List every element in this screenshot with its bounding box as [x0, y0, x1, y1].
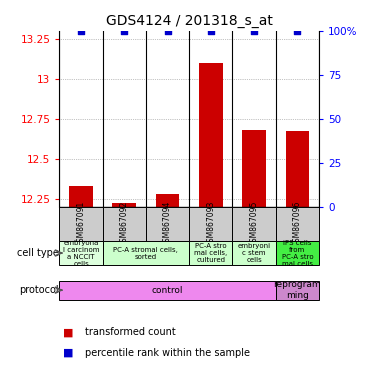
Bar [286, 131, 309, 207]
Text: control: control [152, 286, 183, 295]
Point [251, 28, 257, 34]
Bar [69, 186, 93, 207]
Bar [59, 241, 103, 265]
Text: GSM867091: GSM867091 [76, 201, 85, 247]
Point [165, 28, 171, 34]
Bar [189, 241, 233, 265]
Text: GSM867092: GSM867092 [120, 201, 129, 247]
Text: ■: ■ [63, 327, 73, 337]
Text: embryona
l carcinom
a NCCIT
cells: embryona l carcinom a NCCIT cells [63, 240, 99, 266]
Point [208, 28, 214, 34]
Text: GSM867095: GSM867095 [250, 200, 259, 247]
Bar [242, 130, 266, 207]
Text: PC-A stromal cells,
sorted: PC-A stromal cells, sorted [114, 247, 178, 260]
Text: GSM867096: GSM867096 [293, 200, 302, 247]
Title: GDS4124 / 201318_s_at: GDS4124 / 201318_s_at [106, 14, 273, 28]
Text: protocol: protocol [19, 285, 59, 295]
Bar [276, 207, 319, 241]
Point [295, 28, 301, 34]
Text: cell type: cell type [17, 248, 59, 258]
Point [121, 28, 127, 34]
Text: percentile rank within the sample: percentile rank within the sample [85, 348, 250, 358]
Bar [156, 194, 180, 207]
Text: embryoni
c stem
cells: embryoni c stem cells [237, 243, 271, 263]
Point [78, 28, 84, 34]
Bar [233, 207, 276, 241]
Bar [189, 207, 233, 241]
Text: PC-A stro
mal cells,
cultured: PC-A stro mal cells, cultured [194, 243, 227, 263]
Bar [199, 63, 223, 207]
Bar [276, 241, 319, 265]
Text: transformed count: transformed count [85, 327, 176, 337]
Text: GSM867093: GSM867093 [206, 200, 215, 247]
Bar [276, 281, 319, 300]
Text: GSM867094: GSM867094 [163, 200, 172, 247]
Text: iPS cells
from
PC-A stro
mal cells: iPS cells from PC-A stro mal cells [282, 240, 313, 266]
Bar [103, 241, 189, 265]
Bar [59, 207, 103, 241]
Bar [146, 207, 189, 241]
Bar [103, 207, 146, 241]
Text: reprogram
ming: reprogram ming [273, 280, 321, 300]
Bar [112, 204, 136, 207]
Bar [233, 241, 276, 265]
Bar [59, 281, 276, 300]
Text: ■: ■ [63, 348, 73, 358]
